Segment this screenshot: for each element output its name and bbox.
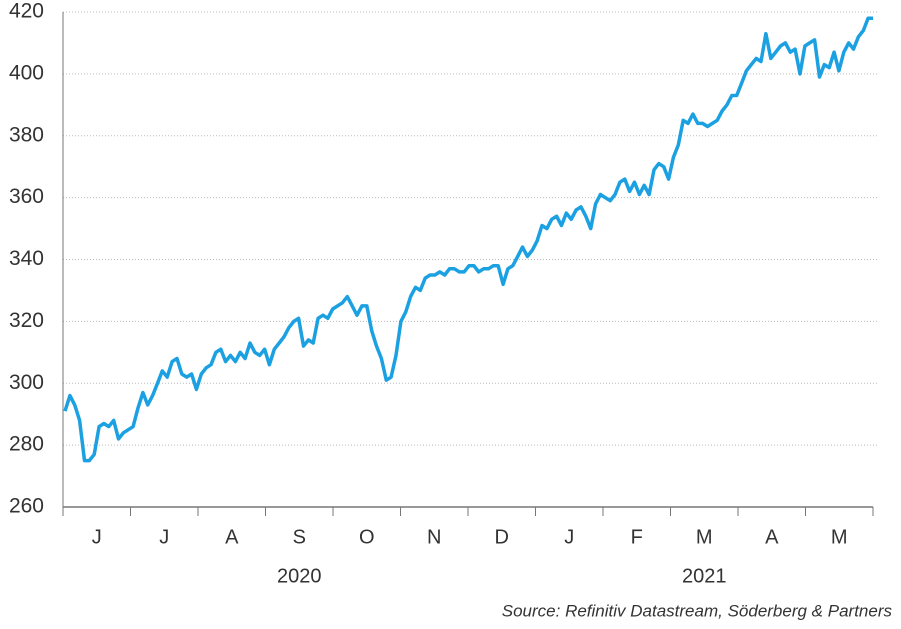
x-tick-label: J	[92, 526, 102, 548]
x-tick-label: N	[427, 526, 441, 548]
x-tick-label: D	[495, 526, 509, 548]
y-tick-label: 260	[9, 495, 44, 518]
y-tick-label: 360	[9, 185, 44, 208]
y-tick-label: 400	[9, 61, 44, 84]
y-tick-label: 280	[9, 433, 44, 456]
year-label: 2020	[277, 565, 322, 587]
source-note: Source: Refinitiv Datastream, Söderberg …	[502, 601, 893, 620]
x-tick-label: A	[225, 526, 239, 548]
x-tick-label: S	[293, 526, 306, 548]
data-line	[63, 16, 873, 463]
x-tick-label: O	[359, 526, 375, 548]
x-tick-label: M	[831, 526, 848, 548]
y-tick-label: 380	[9, 123, 44, 146]
year-label: 2021	[682, 565, 727, 587]
x-tick-label: J	[159, 526, 169, 548]
y-tick-label: 320	[9, 309, 44, 332]
y-tick-label: 340	[9, 247, 44, 270]
y-tick-label: 300	[9, 371, 44, 394]
x-tick-label: F	[631, 526, 643, 548]
y-tick-label: 420	[9, 0, 44, 23]
x-tick-label: A	[765, 526, 779, 548]
x-tick-label: M	[696, 526, 713, 548]
x-tick-label: J	[564, 526, 574, 548]
